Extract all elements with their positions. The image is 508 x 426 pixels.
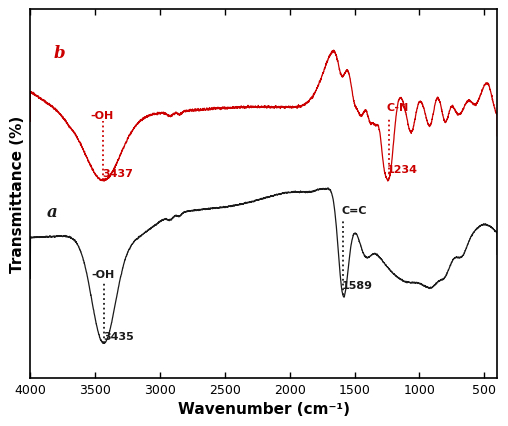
Text: -OH: -OH — [91, 270, 115, 279]
Text: 3435: 3435 — [103, 331, 134, 342]
Text: a: a — [47, 203, 58, 220]
Text: 3437: 3437 — [102, 169, 133, 179]
Text: -OH: -OH — [91, 110, 114, 120]
Text: b: b — [54, 45, 65, 62]
Text: 1234: 1234 — [387, 164, 418, 174]
Text: C-N: C-N — [387, 103, 409, 112]
Y-axis label: Transmittance (%): Transmittance (%) — [10, 115, 25, 272]
Text: C=C: C=C — [341, 205, 367, 215]
X-axis label: Wavenumber (cm⁻¹): Wavenumber (cm⁻¹) — [178, 401, 350, 416]
Text: 1589: 1589 — [341, 281, 372, 291]
